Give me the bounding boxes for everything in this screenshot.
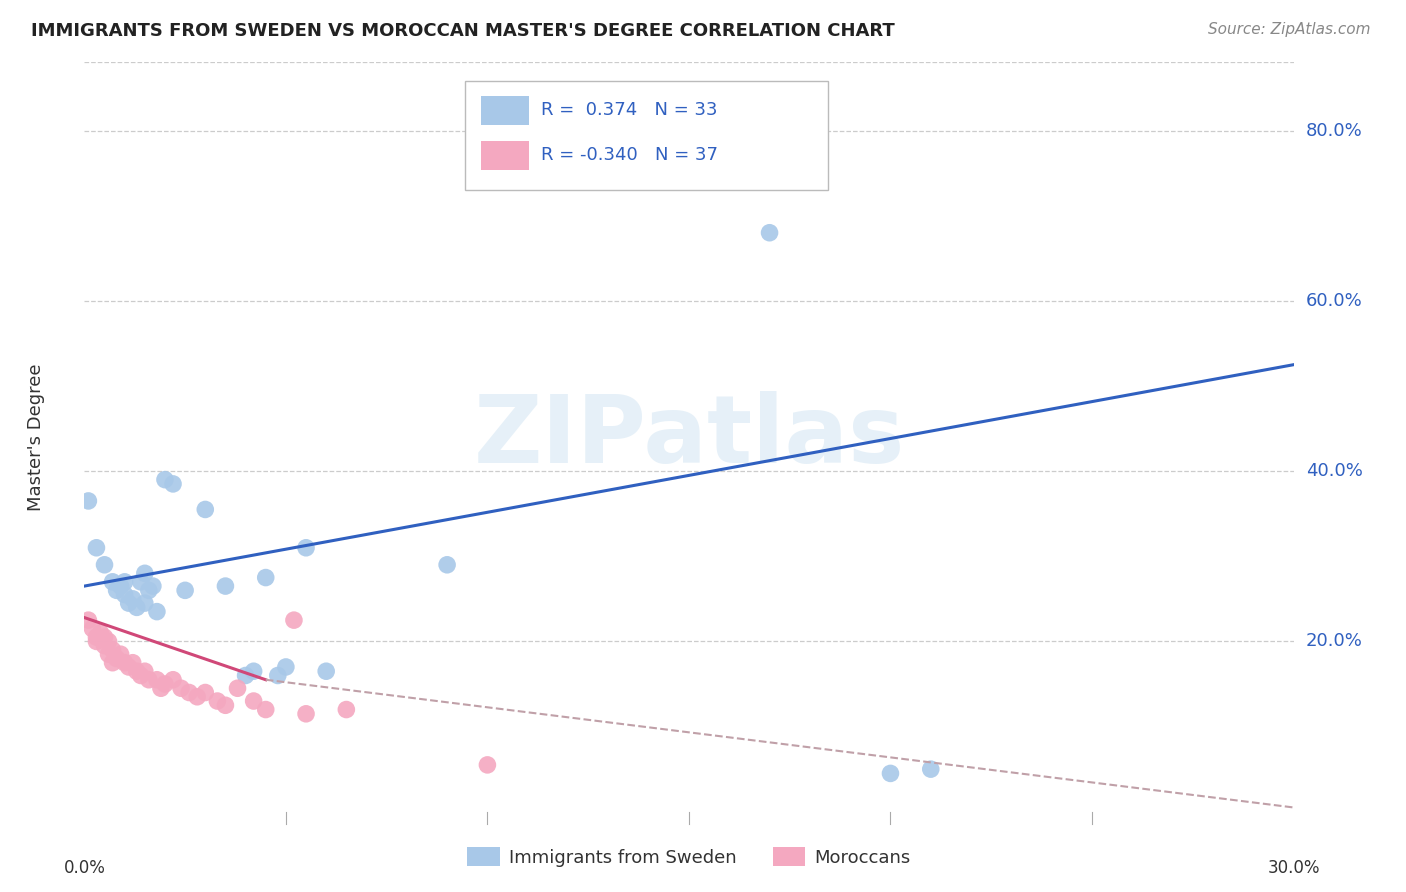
Point	[254, 702, 277, 716]
Point	[879, 766, 901, 780]
Point	[121, 656, 143, 670]
Point	[134, 596, 156, 610]
Point	[315, 664, 337, 678]
Point	[207, 694, 229, 708]
Point	[235, 668, 257, 682]
Point	[477, 758, 499, 772]
Point	[86, 541, 108, 555]
Point	[101, 643, 124, 657]
Point	[335, 702, 357, 716]
Point	[142, 579, 165, 593]
Point	[283, 613, 305, 627]
Point	[97, 634, 120, 648]
Point	[149, 681, 172, 696]
Point	[105, 583, 128, 598]
Text: 60.0%: 60.0%	[1306, 292, 1362, 310]
Point	[194, 685, 217, 699]
Point	[138, 583, 160, 598]
Point	[186, 690, 208, 704]
Point	[93, 558, 115, 572]
Point	[93, 630, 115, 644]
Point	[101, 574, 124, 589]
Text: ZIPatlas: ZIPatlas	[474, 391, 904, 483]
Point	[138, 673, 160, 687]
Point	[125, 664, 148, 678]
Point	[77, 613, 100, 627]
Point	[194, 502, 217, 516]
Text: R = -0.340   N = 37: R = -0.340 N = 37	[541, 145, 718, 163]
Text: 40.0%: 40.0%	[1306, 462, 1362, 480]
Point	[295, 706, 318, 721]
Point	[129, 574, 152, 589]
FancyBboxPatch shape	[465, 81, 828, 190]
Point	[146, 673, 169, 687]
Point	[226, 681, 249, 696]
Point	[114, 656, 136, 670]
Point	[114, 574, 136, 589]
Point	[153, 473, 176, 487]
Text: 0.0%: 0.0%	[63, 858, 105, 877]
Point	[118, 660, 141, 674]
Point	[86, 630, 108, 644]
Point	[920, 762, 942, 776]
Text: 20.0%: 20.0%	[1306, 632, 1362, 650]
Point	[242, 694, 264, 708]
Point	[146, 605, 169, 619]
Point	[89, 626, 111, 640]
Point	[101, 656, 124, 670]
Point	[134, 664, 156, 678]
Legend: Immigrants from Sweden, Moroccans: Immigrants from Sweden, Moroccans	[460, 840, 918, 874]
Point	[242, 664, 264, 678]
Point	[114, 588, 136, 602]
Point	[125, 600, 148, 615]
Point	[436, 558, 458, 572]
Point	[170, 681, 193, 696]
FancyBboxPatch shape	[481, 96, 529, 125]
Point	[86, 634, 108, 648]
Text: R =  0.374   N = 33: R = 0.374 N = 33	[541, 101, 718, 119]
Point	[97, 647, 120, 661]
Point	[162, 476, 184, 491]
Point	[267, 668, 290, 682]
Point	[179, 685, 201, 699]
Point	[174, 583, 197, 598]
Text: IMMIGRANTS FROM SWEDEN VS MOROCCAN MASTER'S DEGREE CORRELATION CHART: IMMIGRANTS FROM SWEDEN VS MOROCCAN MASTE…	[31, 22, 894, 40]
Point	[105, 651, 128, 665]
Point	[758, 226, 780, 240]
Point	[162, 673, 184, 687]
Point	[82, 622, 104, 636]
Point	[214, 579, 236, 593]
FancyBboxPatch shape	[481, 141, 529, 169]
Point	[134, 566, 156, 581]
Point	[274, 660, 297, 674]
Point	[214, 698, 236, 713]
Text: 30.0%: 30.0%	[1267, 858, 1320, 877]
Point	[93, 639, 115, 653]
Point	[110, 647, 132, 661]
Point	[254, 571, 277, 585]
Text: Source: ZipAtlas.com: Source: ZipAtlas.com	[1208, 22, 1371, 37]
Point	[118, 596, 141, 610]
Point	[110, 579, 132, 593]
Point	[129, 668, 152, 682]
Text: 80.0%: 80.0%	[1306, 121, 1362, 139]
Point	[121, 591, 143, 606]
Point	[77, 494, 100, 508]
Point	[295, 541, 318, 555]
Text: Master's Degree: Master's Degree	[27, 363, 45, 511]
Point	[153, 677, 176, 691]
